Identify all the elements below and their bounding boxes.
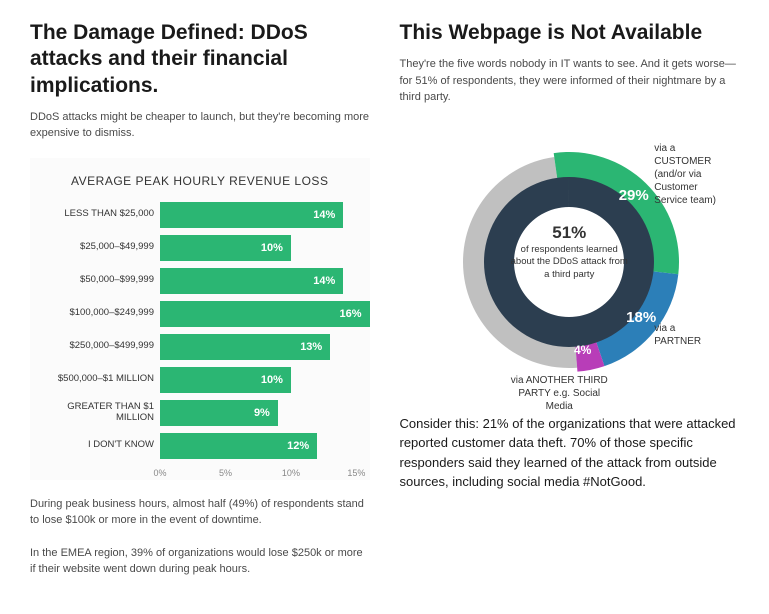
bar-fill: 13% [160,334,330,360]
bar-row: GREATER THAN $1 MILLION9% [30,400,370,426]
bar-label: $250,000–$499,999 [30,341,160,352]
right-sub: They're the five words nobody in IT want… [400,56,740,106]
bar-fill: 16% [160,301,370,327]
bar-fill: 12% [160,433,317,459]
bar-chart-title: AVERAGE PEAK HOURLY REVENUE LOSS [30,174,370,188]
donut-center-text: of respondents learned about the DDoS at… [511,244,628,280]
bar-row: I DON'T KNOW12% [30,433,370,459]
donut-center: 51% of respondents learned about the DDo… [509,222,629,281]
donut-label-1: via a PARTNER [654,322,724,348]
donut-pct-0: 29% [619,187,649,204]
bar-fill: 9% [160,400,278,426]
bar-label: I DON'T KNOW [30,440,160,451]
left-footnote-2: In the EMEA region, 39% of organizations… [30,545,370,578]
bar-fill: 14% [160,202,343,228]
bar-fill: 14% [160,268,343,294]
bar-fill: 10% [160,367,291,393]
bar-row: $500,000–$1 MILLION10% [30,367,370,393]
bar-label: LESS THAN $25,000 [30,209,160,220]
bar-row: $25,000–$49,99910% [30,235,370,261]
bar-row: $100,000–$249,99916% [30,301,370,327]
bar-row: $250,000–$499,99913% [30,334,370,360]
bar-label: GREATER THAN $1 MILLION [30,402,160,424]
left-footnote-1: During peak business hours, almost half … [30,496,370,529]
right-title: This Webpage is Not Available [400,20,740,46]
bar-chart: AVERAGE PEAK HOURLY REVENUE LOSS LESS TH… [30,158,370,480]
bar-row: $50,000–$99,99914% [30,268,370,294]
bar-label: $50,000–$99,999 [30,275,160,286]
donut-pct-1: 18% [626,309,656,326]
donut-chart: 51% of respondents learned about the DDo… [414,122,724,402]
bar-label: $25,000–$49,999 [30,242,160,253]
donut-label-2: via ANOTHER THIRD PARTY e.g. Social Medi… [509,374,609,413]
left-title: The Damage Defined: DDoS attacks and the… [30,20,370,99]
bar-chart-axis: 0%5%10%15% [160,466,370,480]
right-closing: Consider this: 21% of the organizations … [400,414,740,492]
donut-pct-2: 4% [574,343,591,357]
bar-fill: 10% [160,235,291,261]
bar-label: $100,000–$249,999 [30,308,160,319]
left-sub: DDoS attacks might be cheaper to launch,… [30,109,370,142]
donut-label-0: via a CUSTOMER (and/or via Customer Serv… [654,142,724,207]
bar-row: LESS THAN $25,00014% [30,202,370,228]
bar-label: $500,000–$1 MILLION [30,374,160,385]
donut-center-bold: 51% [509,222,629,244]
